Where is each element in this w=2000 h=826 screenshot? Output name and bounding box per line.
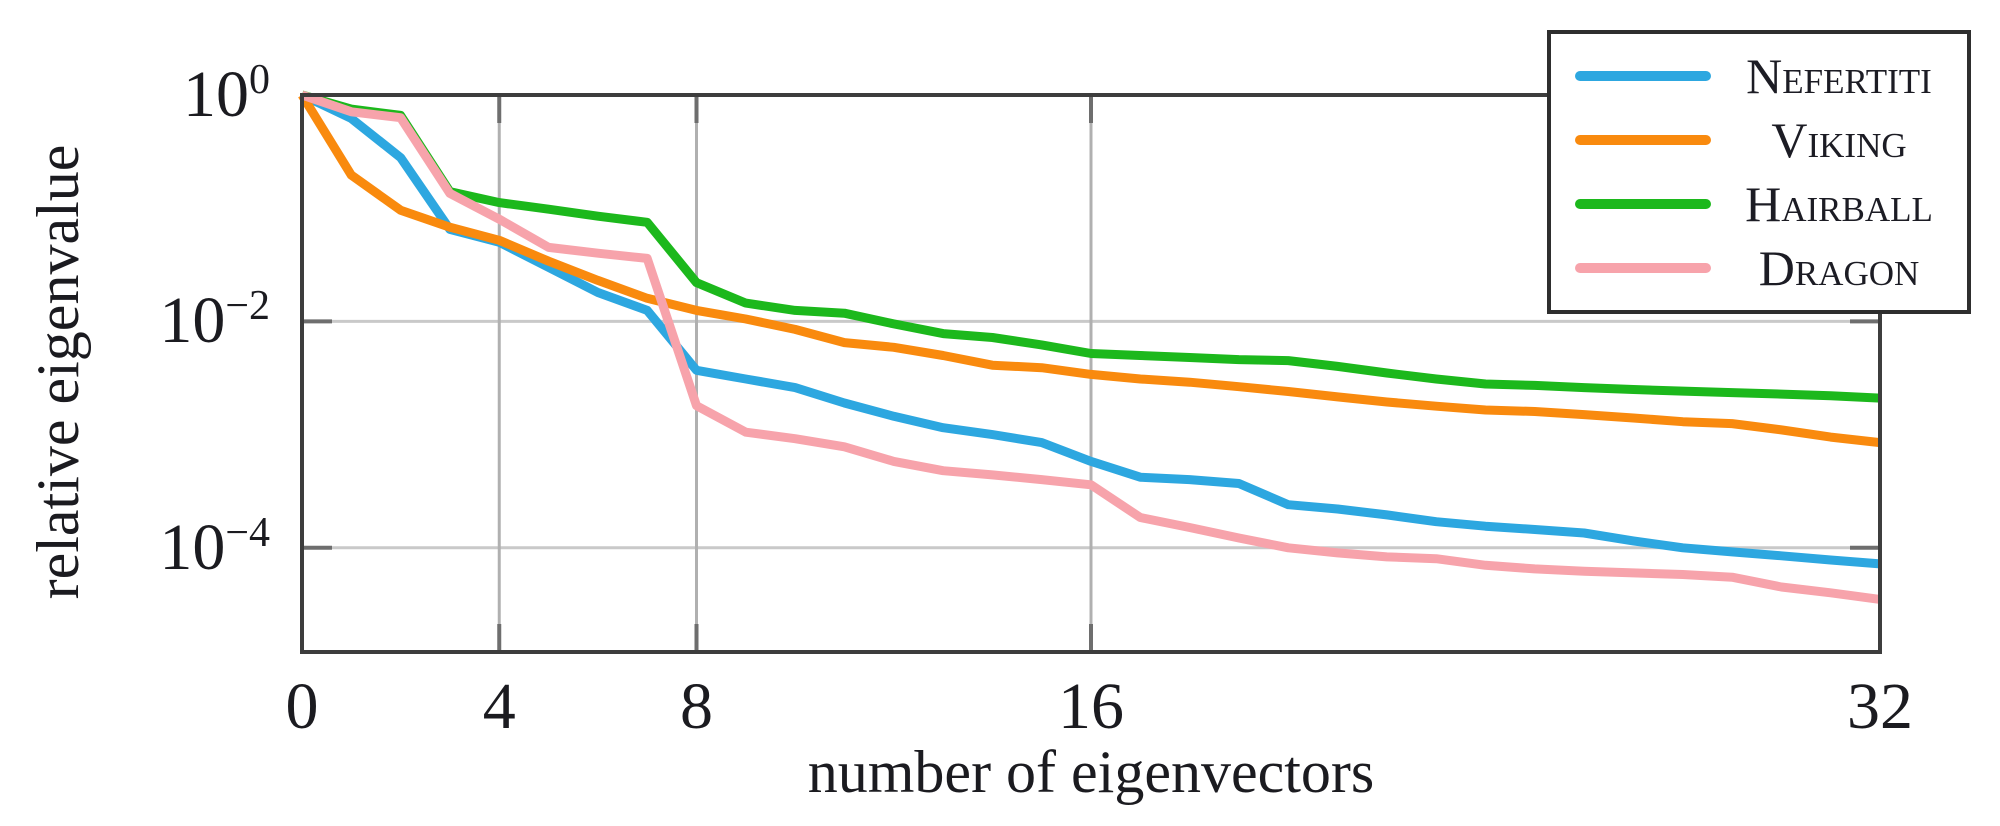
- legend-box: Nefertiti Viking Hairball Dragon: [1547, 30, 1971, 314]
- legend-label: Hairball: [1745, 176, 1933, 232]
- x-tick-label: 4: [482, 670, 516, 743]
- y-tick-label: 100: [183, 56, 270, 131]
- x-tick-label: 32: [1847, 670, 1913, 743]
- x-axis-label: number of eigenvectors: [807, 739, 1375, 805]
- y-axis-label: relative eigenvalue: [25, 144, 91, 600]
- x-tick-label: 8: [680, 670, 713, 743]
- series-line-nefertiti: [300, 90, 1881, 569]
- legend-item-viking: Viking: [1551, 115, 1967, 165]
- series-line-dragon: [300, 90, 1881, 604]
- legend-item-nefertiti: Nefertiti: [1551, 51, 1967, 101]
- x-tick-label: 0: [285, 670, 319, 743]
- legend-line-swatch: [1575, 263, 1711, 273]
- x-tick-label: 16: [1058, 670, 1124, 743]
- legend-line-swatch: [1575, 199, 1711, 209]
- legend-label: Dragon: [1758, 240, 1920, 296]
- series-line-viking: [298, 92, 1881, 448]
- legend-label: Nefertiti: [1746, 48, 1932, 104]
- y-tick-label: 10−2: [159, 283, 270, 358]
- legend-line-swatch: [1575, 135, 1711, 145]
- legend-item-dragon: Dragon: [1551, 243, 1967, 293]
- plot-frame: [300, 93, 1882, 654]
- legend-item-hairball: Hairball: [1551, 179, 1967, 229]
- legend-line-swatch: [1575, 71, 1711, 81]
- legend-label: Viking: [1771, 112, 1907, 168]
- y-tick-label: 10−4: [159, 509, 270, 584]
- series-line-hairball: [300, 90, 1881, 403]
